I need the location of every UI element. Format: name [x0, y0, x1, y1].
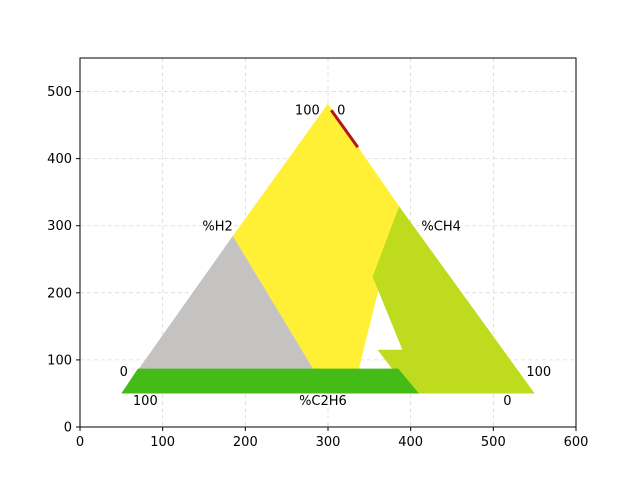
x-tick-label: 0 [76, 435, 84, 450]
region-2 [372, 206, 535, 394]
x-tick-label: 400 [398, 435, 423, 450]
y-tick-label: 300 [47, 219, 72, 234]
annotation-2: %H2 [202, 219, 232, 234]
annotations: 100 0 %H2 %CH4 0 100 100 %C2H6 0 [120, 103, 552, 409]
y-tick-label: 100 [47, 353, 72, 368]
annotation-6: 100 [133, 394, 158, 409]
axis-ticks: 0 100 200 300 400 500 600 0 100 200 300 400 500 [47, 85, 588, 450]
y-tick-label: 500 [47, 85, 72, 100]
region-1 [232, 103, 400, 394]
x-tick-label: 500 [481, 435, 506, 450]
x-tick-label: 600 [564, 435, 589, 450]
region-0 [121, 235, 328, 394]
annotation-4: 0 [120, 365, 128, 380]
region-3 [121, 368, 419, 394]
annotation-1: 0 [337, 103, 345, 118]
annotation-5: 100 [526, 365, 551, 380]
annotation-7: %C2H6 [299, 394, 347, 409]
annotation-0: 100 [295, 103, 320, 118]
annotation-3: %CH4 [421, 219, 460, 234]
plot-regions [121, 103, 535, 394]
line-0 [330, 109, 360, 149]
x-tick-label: 200 [233, 435, 258, 450]
y-tick-label: 200 [47, 286, 72, 301]
annotation-8: 0 [503, 394, 511, 409]
x-tick-label: 100 [150, 435, 175, 450]
y-tick-label: 0 [64, 421, 72, 436]
x-tick-label: 300 [316, 435, 341, 450]
y-tick-label: 400 [47, 152, 72, 167]
plot-lines [330, 109, 360, 149]
